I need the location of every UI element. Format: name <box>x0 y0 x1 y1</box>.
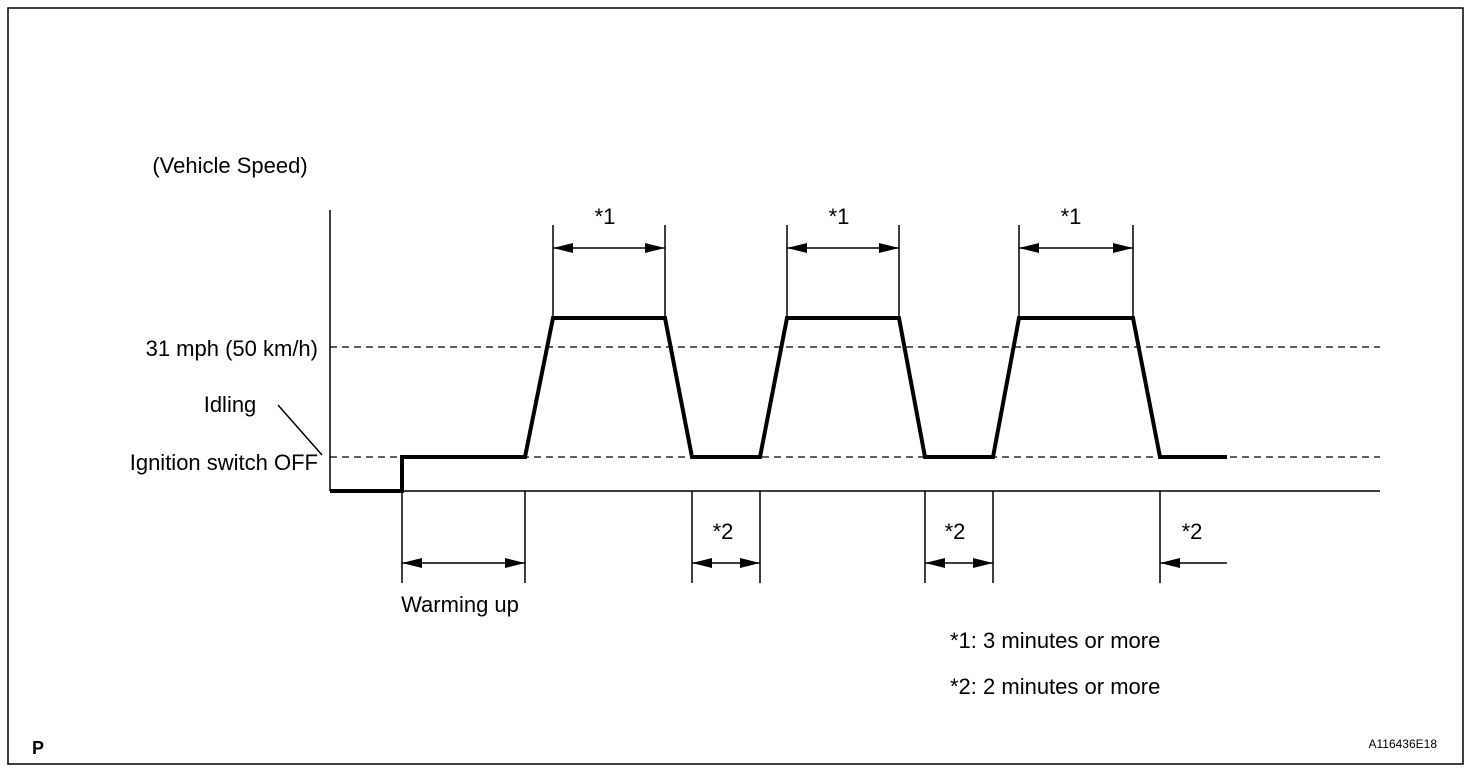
drive-interval-marks <box>552 225 1134 318</box>
speed-profile <box>330 316 1227 493</box>
warming-up-label: Warming up <box>401 592 519 617</box>
y-axis-label: (Vehicle Speed) <box>152 153 307 178</box>
drive-interval-label: *1 <box>1061 204 1082 229</box>
footer-left: P <box>32 738 44 758</box>
idle-interval-marks <box>401 491 1227 583</box>
footer-right: A116436E18 <box>1368 737 1437 751</box>
leader-line <box>277 404 323 456</box>
ignition-off-label: Ignition switch OFF <box>130 450 318 475</box>
idle-interval-label: *2 <box>713 519 734 544</box>
drive-interval-label: *1 <box>829 204 850 229</box>
speed-level-label: 31 mph (50 km/h) <box>146 336 318 361</box>
idling-label: Idling <box>204 392 257 417</box>
idle-interval-label: *2 <box>1182 519 1203 544</box>
note: *1: 3 minutes or more <box>950 628 1160 653</box>
idle-interval-label: *2 <box>945 519 966 544</box>
frame <box>7 7 1464 765</box>
drive-interval-label: *1 <box>595 204 616 229</box>
note: *2: 2 minutes or more <box>950 674 1160 699</box>
